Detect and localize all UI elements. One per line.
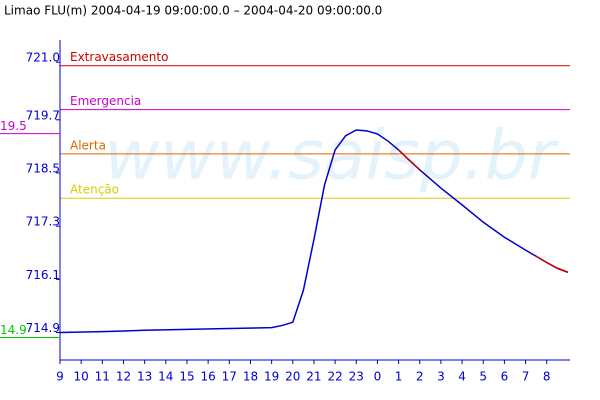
threshold-label: Emergencia — [70, 94, 141, 108]
y-tick-label: 714.9 — [26, 321, 60, 335]
x-tick-label: 19 — [264, 370, 279, 384]
x-tick-label: 17 — [222, 370, 237, 384]
y-tick-label: 718.5 — [26, 161, 60, 175]
marker-label: 19.5 — [0, 119, 27, 133]
y-tick-label: 717.3 — [26, 215, 60, 229]
x-tick-label: 7 — [522, 370, 530, 384]
x-tick-label: 12 — [116, 370, 131, 384]
x-tick-label: 14 — [158, 370, 173, 384]
threshold-label: Alerta — [70, 138, 106, 152]
x-tick-label: 5 — [479, 370, 487, 384]
x-tick-label: 20 — [285, 370, 300, 384]
y-tick-label: 719.7 — [26, 108, 60, 122]
y-tick-label: 716.1 — [26, 268, 60, 282]
watermark: www.saisp.br — [104, 117, 559, 196]
series-line — [398, 149, 569, 273]
x-tick-label: 15 — [179, 370, 194, 384]
threshold-label: Atenção — [70, 183, 119, 197]
x-tick-label: 21 — [306, 370, 321, 384]
x-tick-label: 2 — [416, 370, 424, 384]
x-tick-label: 3 — [437, 370, 445, 384]
x-tick-label: 9 — [56, 370, 64, 384]
x-tick-label: 0 — [374, 370, 382, 384]
threshold-label: Extravasamento — [70, 50, 168, 64]
chart-title: Limao FLU(m) 2004-04-19 09:00:00.0 – 200… — [4, 4, 382, 18]
series-line — [59, 129, 569, 334]
x-tick-label: 23 — [349, 370, 364, 384]
x-tick-label: 6 — [501, 370, 509, 384]
x-tick-label: 8 — [543, 370, 551, 384]
x-tick-label: 18 — [243, 370, 258, 384]
y-tick-label: 721.0 — [26, 51, 60, 65]
x-tick-label: 16 — [200, 370, 215, 384]
x-tick-label: 4 — [458, 370, 466, 384]
x-tick-label: 13 — [137, 370, 152, 384]
marker-label: 14.9 — [0, 323, 27, 337]
x-tick-label: 10 — [74, 370, 89, 384]
x-tick-label: 11 — [95, 370, 110, 384]
x-tick-label: 22 — [327, 370, 342, 384]
x-tick-label: 1 — [395, 370, 403, 384]
